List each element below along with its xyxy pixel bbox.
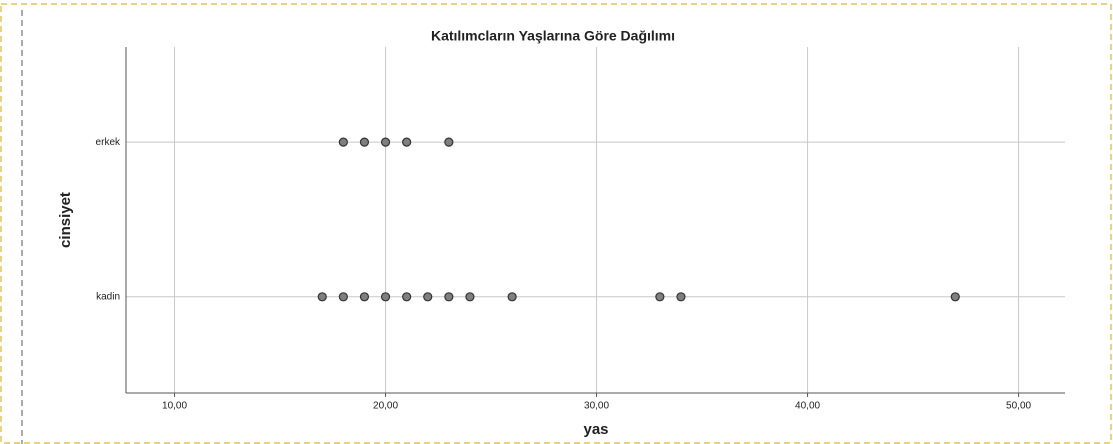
- y-axis-title: cinsiyet: [57, 192, 74, 248]
- y-tick-label: erkek: [96, 137, 121, 148]
- point: [359, 292, 370, 302]
- x-tick-label: 50,00: [1006, 401, 1031, 412]
- point: [402, 292, 412, 302]
- x-tick-label: 30,00: [584, 401, 609, 412]
- x-tick-label: 40,00: [795, 401, 820, 412]
- point: [338, 292, 348, 302]
- point: [359, 137, 370, 147]
- point: [655, 292, 665, 302]
- point: [465, 292, 475, 302]
- y-tick-label: kadin: [96, 291, 120, 302]
- point: [950, 292, 960, 302]
- point: [380, 137, 391, 147]
- point: [444, 292, 454, 302]
- point: [317, 292, 327, 302]
- point: [423, 292, 433, 302]
- x-axis-title: yas: [583, 421, 608, 438]
- point: [507, 292, 517, 302]
- frame: [0, 3, 1112, 444]
- chart-title: Katılımcların Yaşlarına Göre Dağılımı: [431, 28, 675, 44]
- point: [338, 137, 348, 147]
- point: [444, 137, 454, 147]
- point: [402, 137, 412, 147]
- x-tick-label: 10,00: [162, 401, 187, 412]
- point: [676, 292, 686, 302]
- x-tick-label: 20,00: [373, 401, 398, 412]
- point: [380, 292, 391, 302]
